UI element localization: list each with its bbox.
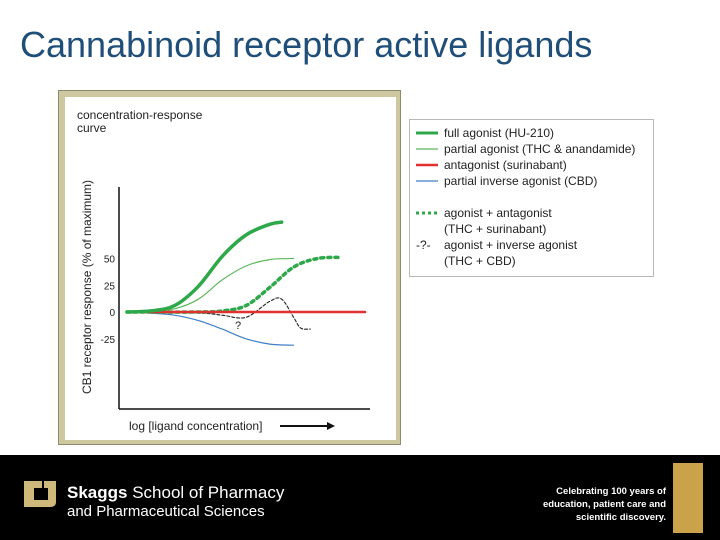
y-tick-label: 25 <box>104 281 116 292</box>
chart-title-line2: curve <box>77 121 107 135</box>
chart-legend: full agonist (HU-210) partial agonist (T… <box>409 119 654 277</box>
series-line-5 <box>126 297 311 330</box>
concentration-response-chart: concentration-response curve 50 25 0 -25 CB… <box>77 108 370 433</box>
series-line-0 <box>125 220 284 314</box>
y-tick-label: 50 <box>104 255 116 266</box>
y-tick-label: -25 <box>101 335 116 346</box>
legend-label: partial agonist (THC & anandamide) <box>444 142 636 156</box>
y-axis-label: CB1 receptor response (% of maximum) <box>80 180 94 394</box>
question-annotation: ? <box>235 320 241 332</box>
figure-panel: concentration-response curve 50 25 0 -25 CB… <box>65 97 396 440</box>
school-name-line2: and Pharmaceutical Sciences <box>67 503 265 520</box>
series-line-1 <box>126 257 295 313</box>
slide-title: Cannabinoid receptor active ligands <box>20 24 593 65</box>
series-line-4 <box>125 255 343 314</box>
legend-label: partial inverse agonist (CBD) <box>444 174 598 188</box>
series-line-3 <box>126 311 295 346</box>
legend-label: full agonist (HU-210) <box>444 126 555 140</box>
legend-line-icon <box>416 211 438 215</box>
centennial-tagline: Celebrating 100 years of education, pati… <box>543 486 666 523</box>
y-tick-label: 0 <box>109 308 115 319</box>
legend-label: antagonist (surinabant) <box>444 158 567 172</box>
x-axis-arrowhead <box>327 422 335 430</box>
legend-label-line2: (THC + CBD) <box>444 254 516 268</box>
legend-label-line2: (THC + surinabant) <box>444 222 547 236</box>
figure-frame: concentration-response curve 50 25 0 -25 CB… <box>58 90 401 445</box>
legend-line-icon <box>416 148 438 150</box>
legend-marker: -?- <box>416 238 431 252</box>
legend-line-icon <box>416 163 438 167</box>
footer-bar: Skaggs School of Pharmacy and Pharmaceut… <box>0 455 720 540</box>
legend-line-icon <box>416 131 438 135</box>
legend-line-icon <box>416 180 438 182</box>
chart-title-line1: concentration-response <box>77 108 203 122</box>
centennial-badge-icon <box>673 463 703 533</box>
cu-logo-icon <box>24 481 56 507</box>
x-axis-label: log [ligand concentration] <box>129 419 262 433</box>
legend-label: agonist + antagonist <box>444 206 552 220</box>
school-name: Skaggs School of Pharmacy <box>67 483 285 502</box>
legend-label: agonist + inverse agonist <box>444 238 578 252</box>
